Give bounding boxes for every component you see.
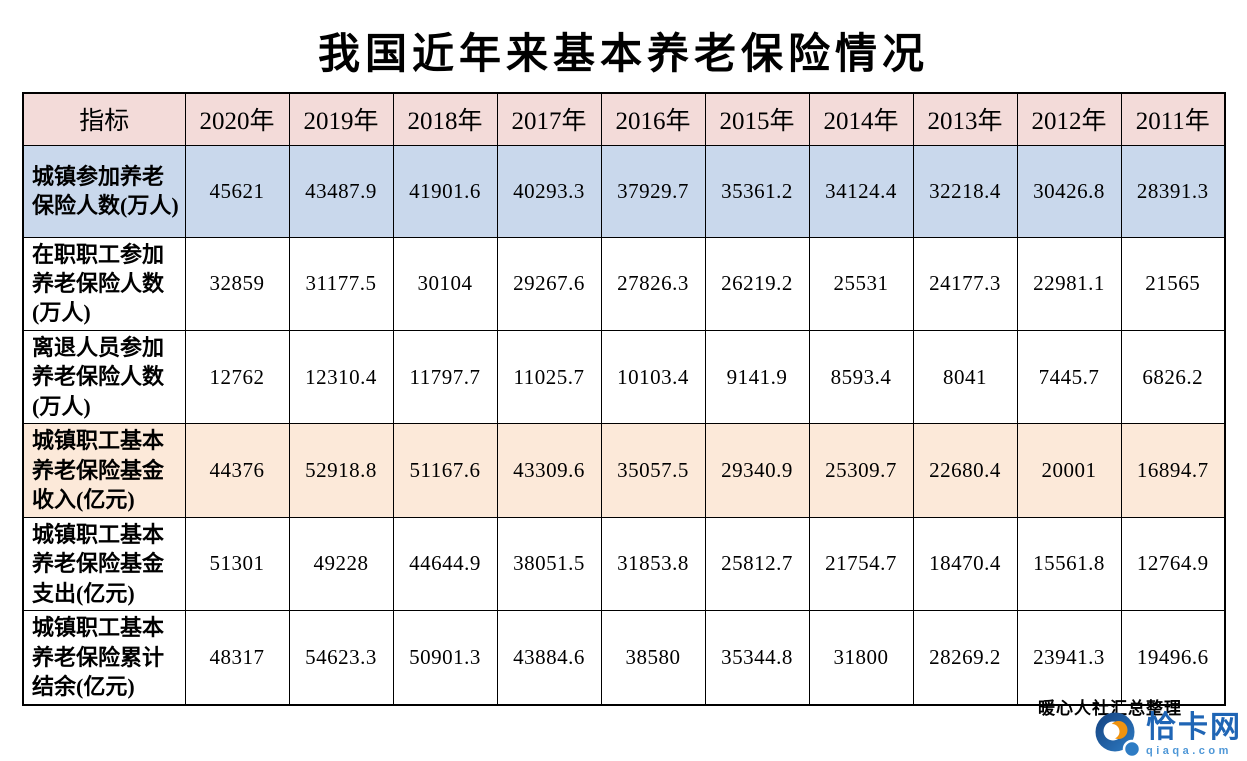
data-cell: 12764.9 — [1120, 516, 1226, 612]
data-cell: 44644.9 — [392, 516, 498, 612]
data-cell: 43884.6 — [496, 610, 602, 706]
table-body: 城镇参加养老保险人数(万人) 45621 43487.9 41901.6 40293.3… — [22, 144, 1226, 706]
table-header: 指标 2020年 2019年 2018年 2017年 2016年 2015年 2014年 201… — [22, 92, 1226, 146]
data-cell: 32859 — [184, 236, 290, 331]
data-cell: 15561.8 — [1016, 516, 1122, 612]
row-indicator-label: 在职职工参加养老保险人数(万人) — [22, 236, 186, 331]
watermark-site-domain: qiaqa.com — [1146, 745, 1232, 757]
table-row: 城镇职工基本养老保险基金支出(亿元) 51301 49228 44644.9 38051… — [22, 516, 1226, 612]
data-cell: 25531 — [808, 236, 914, 331]
data-cell: 8593.4 — [808, 329, 914, 425]
data-cell: 54623.3 — [288, 610, 394, 706]
data-cell: 27826.3 — [600, 236, 706, 331]
page-title: 我国近年来基本养老保险情况 — [317, 32, 929, 78]
data-cell: 48317 — [184, 610, 290, 706]
data-cell: 50901.3 — [392, 610, 498, 706]
data-cell: 7445.7 — [1016, 329, 1122, 425]
qiaqa-q-icon — [1095, 712, 1142, 759]
data-cell: 28269.2 — [912, 610, 1018, 706]
data-cell: 49228 — [288, 516, 394, 612]
column-header-year: 2015年 — [704, 92, 810, 146]
data-cell: 35361.2 — [704, 144, 810, 238]
watermark-text-block: 恰卡网 qiaqa.com — [1146, 711, 1242, 757]
data-cell: 9141.9 — [704, 329, 810, 425]
column-header-year: 2013年 — [912, 92, 1018, 146]
data-cell: 43309.6 — [496, 423, 602, 518]
table-row: 离退人员参加养老保险人数(万人) 12762 12310.4 11797.7 11025… — [22, 329, 1226, 425]
data-cell: 12762 — [184, 329, 290, 425]
data-cell: 51167.6 — [392, 423, 498, 518]
data-cell: 38580 — [600, 610, 706, 706]
data-cell: 28391.3 — [1120, 144, 1226, 238]
credit-text: 暖心人社汇总整理 — [1038, 699, 1182, 718]
data-cell: 11025.7 — [496, 329, 602, 425]
data-cell: 20001 — [1016, 423, 1122, 518]
data-cell: 22680.4 — [912, 423, 1018, 518]
data-cell: 19496.6 — [1120, 610, 1226, 706]
row-indicator-label: 城镇职工基本养老保险基金支出(亿元) — [22, 516, 186, 612]
data-cell: 26219.2 — [704, 236, 810, 331]
data-cell: 40293.3 — [496, 144, 602, 238]
data-cell: 29267.6 — [496, 236, 602, 331]
data-cell: 45621 — [184, 144, 290, 238]
column-header-year: 2017年 — [496, 92, 602, 146]
table-row: 城镇参加养老保险人数(万人) 45621 43487.9 41901.6 40293.3… — [22, 144, 1226, 238]
data-cell: 25309.7 — [808, 423, 914, 518]
data-cell: 52918.8 — [288, 423, 394, 518]
watermark-site-name: 恰卡网 — [1146, 711, 1242, 744]
row-indicator-label: 城镇参加养老保险人数(万人) — [22, 144, 186, 238]
data-cell: 35057.5 — [600, 423, 706, 518]
data-cell: 22981.1 — [1016, 236, 1122, 331]
data-cell: 38051.5 — [496, 516, 602, 612]
data-cell: 31853.8 — [600, 516, 706, 612]
watermark-logo: 恰卡网 qiaqa.com — [1094, 711, 1242, 759]
data-cell: 24177.3 — [912, 236, 1018, 331]
pension-data-table: 指标 2020年 2019年 2018年 2017年 2016年 2015年 2014年 201… — [22, 92, 1226, 706]
column-header-year: 2012年 — [1016, 92, 1122, 146]
data-cell: 37929.7 — [600, 144, 706, 238]
data-cell: 31800 — [808, 610, 914, 706]
data-cell: 44376 — [184, 423, 290, 518]
data-cell: 51301 — [184, 516, 290, 612]
data-cell: 6826.2 — [1120, 329, 1226, 425]
column-header-year: 2019年 — [288, 92, 394, 146]
column-header-year: 2018年 — [392, 92, 498, 146]
data-cell: 31177.5 — [288, 236, 394, 331]
column-header-indicator: 指标 — [22, 92, 186, 146]
data-cell: 21565 — [1120, 236, 1226, 331]
data-cell: 30104 — [392, 236, 498, 331]
column-header-year: 2016年 — [600, 92, 706, 146]
data-cell: 10103.4 — [600, 329, 706, 425]
row-indicator-label: 城镇职工基本养老保险基金收入(亿元) — [22, 423, 186, 518]
data-cell: 32218.4 — [912, 144, 1018, 238]
data-cell: 16894.7 — [1120, 423, 1226, 518]
data-cell: 35344.8 — [704, 610, 810, 706]
data-cell: 25812.7 — [704, 516, 810, 612]
data-cell: 43487.9 — [288, 144, 394, 238]
table-row: 城镇职工基本养老保险累计结余(亿元) 48317 54623.3 50901.3 438… — [22, 610, 1226, 706]
header-row: 指标 2020年 2019年 2018年 2017年 2016年 2015年 2014年 201… — [22, 92, 1226, 146]
table-row: 城镇职工基本养老保险基金收入(亿元) 44376 52918.8 51167.6 433… — [22, 423, 1226, 518]
data-cell: 21754.7 — [808, 516, 914, 612]
data-cell: 29340.9 — [704, 423, 810, 518]
data-cell: 30426.8 — [1016, 144, 1122, 238]
data-cell: 11797.7 — [392, 329, 498, 425]
column-header-year: 2011年 — [1120, 92, 1226, 146]
data-cell: 8041 — [912, 329, 1018, 425]
row-indicator-label: 城镇职工基本养老保险累计结余(亿元) — [22, 610, 186, 706]
table-row: 在职职工参加养老保险人数(万人) 32859 31177.5 30104 29267.6… — [22, 236, 1226, 331]
data-cell: 41901.6 — [392, 144, 498, 238]
data-cell: 34124.4 — [808, 144, 914, 238]
column-header-year: 2014年 — [808, 92, 914, 146]
data-cell: 18470.4 — [912, 516, 1018, 612]
column-header-year: 2020年 — [184, 92, 290, 146]
data-cell: 23941.3 — [1016, 610, 1122, 706]
data-cell: 12310.4 — [288, 329, 394, 425]
row-indicator-label: 离退人员参加养老保险人数(万人) — [22, 329, 186, 425]
